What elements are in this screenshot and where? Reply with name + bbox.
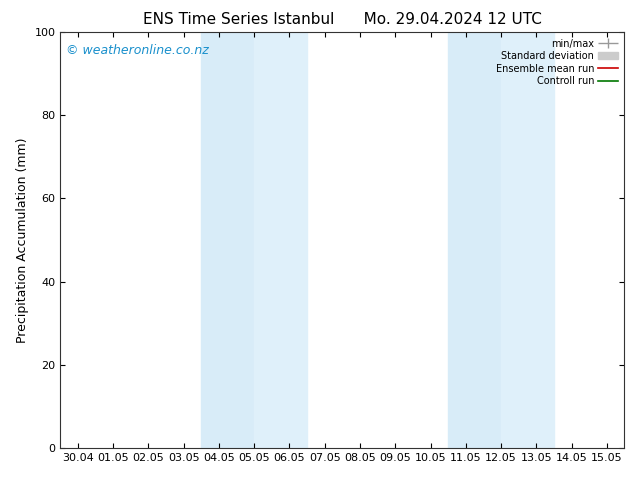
Y-axis label: Precipitation Accumulation (mm): Precipitation Accumulation (mm) xyxy=(16,137,29,343)
Bar xyxy=(254,32,307,448)
Bar xyxy=(201,32,254,448)
Title: ENS Time Series Istanbul      Mo. 29.04.2024 12 UTC: ENS Time Series Istanbul Mo. 29.04.2024 … xyxy=(143,12,542,26)
Legend: min/max, Standard deviation, Ensemble mean run, Controll run: min/max, Standard deviation, Ensemble me… xyxy=(494,37,619,88)
Bar xyxy=(448,32,501,448)
Text: © weatheronline.co.nz: © weatheronline.co.nz xyxy=(66,44,209,57)
Bar xyxy=(501,32,554,448)
